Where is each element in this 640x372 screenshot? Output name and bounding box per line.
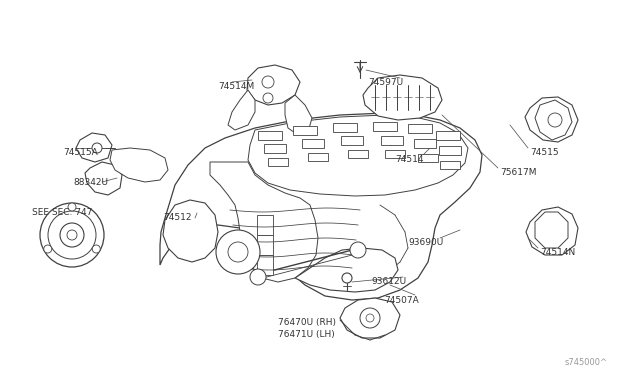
Circle shape [250,269,266,285]
Polygon shape [340,298,400,338]
Polygon shape [535,100,572,140]
Polygon shape [341,136,363,145]
Polygon shape [257,235,273,255]
Polygon shape [257,215,273,235]
Circle shape [262,76,274,88]
Polygon shape [381,136,403,145]
Circle shape [360,308,380,328]
Polygon shape [440,161,460,169]
Polygon shape [85,162,122,195]
Text: 74515: 74515 [530,148,559,157]
Polygon shape [439,146,461,155]
Text: 93612U: 93612U [371,277,406,286]
Circle shape [92,143,102,153]
Circle shape [60,223,84,247]
Polygon shape [373,122,397,131]
Polygon shape [285,95,312,135]
Polygon shape [302,139,324,148]
Circle shape [350,242,366,258]
Polygon shape [526,207,578,255]
Polygon shape [258,131,282,140]
Circle shape [68,203,76,211]
Polygon shape [295,248,398,292]
Polygon shape [76,133,112,162]
Polygon shape [248,115,468,196]
Circle shape [263,93,273,103]
Polygon shape [160,113,482,300]
Polygon shape [110,148,168,182]
Polygon shape [363,75,442,120]
Text: SEE SEC. 747: SEE SEC. 747 [32,208,92,217]
Text: 74507A: 74507A [384,296,419,305]
Text: 74512: 74512 [163,213,191,222]
Polygon shape [418,154,438,162]
Text: 75617M: 75617M [500,168,536,177]
Polygon shape [247,65,300,105]
Polygon shape [408,124,432,133]
Circle shape [44,245,52,253]
Circle shape [40,203,104,267]
Circle shape [216,230,260,274]
Polygon shape [414,139,436,148]
Polygon shape [436,131,460,140]
Polygon shape [163,200,218,262]
Circle shape [92,245,100,253]
Text: 93690U: 93690U [408,238,444,247]
Circle shape [48,211,96,259]
Text: 74597U: 74597U [368,78,403,87]
Text: 74515A: 74515A [63,148,98,157]
Polygon shape [268,158,288,166]
Polygon shape [257,255,273,275]
Text: s745000^: s745000^ [565,358,608,367]
Text: 74514M: 74514M [218,82,254,91]
Polygon shape [293,126,317,135]
Text: 88342U: 88342U [73,178,108,187]
Text: 76471U (LH): 76471U (LH) [278,330,335,339]
Polygon shape [333,123,357,132]
Polygon shape [535,212,568,248]
Polygon shape [348,150,368,158]
Circle shape [228,242,248,262]
Circle shape [366,314,374,322]
Text: 74514N: 74514N [540,248,575,257]
Polygon shape [308,153,328,161]
Polygon shape [264,144,286,153]
Circle shape [548,113,562,127]
Text: 74514: 74514 [395,155,424,164]
Polygon shape [525,97,578,142]
Polygon shape [228,90,255,130]
Polygon shape [210,162,318,282]
Text: 76470U (RH): 76470U (RH) [278,318,336,327]
Circle shape [67,230,77,240]
Circle shape [342,273,352,283]
Polygon shape [385,150,405,158]
